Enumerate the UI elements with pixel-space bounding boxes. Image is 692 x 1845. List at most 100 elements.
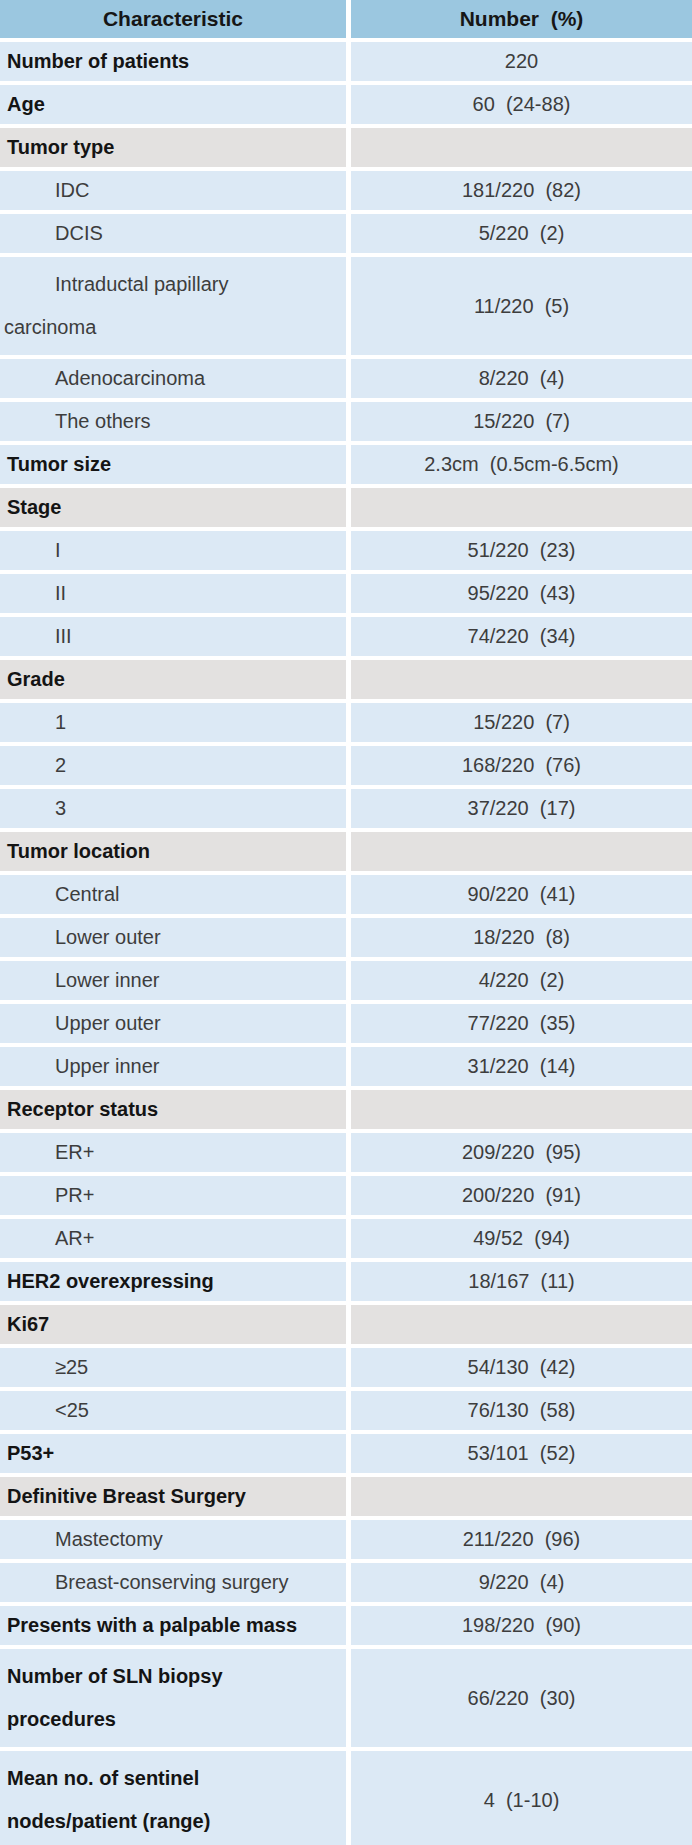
row-label: Definitive Breast Surgery bbox=[7, 1483, 340, 1509]
row-label-cell: The others bbox=[0, 402, 346, 441]
row-label-cell: Presents with a palpable mass bbox=[0, 1606, 346, 1645]
row-value-cell: 37/220 (17) bbox=[351, 789, 692, 828]
row-value-cell: 18/220 (8) bbox=[351, 918, 692, 957]
row-value: 60 (24-88) bbox=[357, 91, 686, 117]
row-value-cell: 198/220 (90) bbox=[351, 1606, 692, 1645]
row-label-cell: Lower inner bbox=[0, 961, 346, 1000]
row-value-cell: 95/220 (43) bbox=[351, 574, 692, 613]
row-value-cell: 77/220 (35) bbox=[351, 1004, 692, 1043]
row-label: Number of patients bbox=[7, 48, 340, 74]
row-value: 49/52 (94) bbox=[357, 1225, 686, 1251]
row-value-cell: 51/220 (23) bbox=[351, 531, 692, 570]
row-value: 15/220 (7) bbox=[357, 709, 686, 735]
row-label: <25 bbox=[4, 1397, 340, 1423]
row-label-cell: Adenocarcinoma bbox=[0, 359, 346, 398]
row-label: ≥25 bbox=[4, 1354, 340, 1380]
row-value-cell: 220 bbox=[351, 42, 692, 81]
row-label-cell: Upper outer bbox=[0, 1004, 346, 1043]
row-value: 168/220 (76) bbox=[357, 752, 686, 778]
row-label-cell: Upper inner bbox=[0, 1047, 346, 1086]
row-label-cell: Number of SLN biopsy procedures bbox=[0, 1649, 346, 1747]
row-label: 1 bbox=[4, 709, 340, 735]
row-value: 66/220 (30) bbox=[357, 1677, 686, 1720]
row-label-cell: Number of patients bbox=[0, 42, 346, 81]
row-value: 18/167 (11) bbox=[357, 1268, 686, 1294]
row-value-cell: 66/220 (30) bbox=[351, 1649, 692, 1747]
row-value-cell: 54/130 (42) bbox=[351, 1348, 692, 1387]
row-label: PR+ bbox=[4, 1182, 340, 1208]
section-label-cell: Ki67 bbox=[0, 1305, 346, 1344]
row-label-cell: Mean no. of sentinel nodes/patient (rang… bbox=[0, 1751, 346, 1845]
row-label: Lower outer bbox=[4, 924, 340, 950]
row-value-cell: 49/52 (94) bbox=[351, 1219, 692, 1258]
row-value-cell: 211/220 (96) bbox=[351, 1520, 692, 1559]
row-value: 198/220 (90) bbox=[357, 1612, 686, 1638]
row-label-cell: AR+ bbox=[0, 1219, 346, 1258]
row-value: 95/220 (43) bbox=[357, 580, 686, 606]
row-label-cell: Tumor size bbox=[0, 445, 346, 484]
row-value: 51/220 (23) bbox=[357, 537, 686, 563]
row-value: 2.3cm (0.5cm-6.5cm) bbox=[357, 451, 686, 477]
row-label-cell: II bbox=[0, 574, 346, 613]
row-value: 90/220 (41) bbox=[357, 881, 686, 907]
row-label: Grade bbox=[7, 666, 340, 692]
row-value-cell bbox=[351, 660, 692, 699]
row-label: 3 bbox=[4, 795, 340, 821]
row-label: The others bbox=[4, 408, 340, 434]
section-label-cell: Definitive Breast Surgery bbox=[0, 1477, 346, 1516]
row-label-cell: I bbox=[0, 531, 346, 570]
characteristics-table: Characteristic Number (%) Number of pati… bbox=[0, 0, 692, 1845]
row-value-cell bbox=[351, 1090, 692, 1129]
header-cell-number-percent: Number (%) bbox=[351, 0, 692, 38]
section-label-cell: Receptor status bbox=[0, 1090, 346, 1129]
row-value: 74/220 (34) bbox=[357, 623, 686, 649]
row-label: P53+ bbox=[7, 1440, 340, 1466]
row-label-cell: 3 bbox=[0, 789, 346, 828]
row-value-cell: 9/220 (4) bbox=[351, 1563, 692, 1602]
row-value-cell: 2.3cm (0.5cm-6.5cm) bbox=[351, 445, 692, 484]
row-value-cell: 209/220 (95) bbox=[351, 1133, 692, 1172]
section-label-cell: Stage bbox=[0, 488, 346, 527]
row-value-cell: 4/220 (2) bbox=[351, 961, 692, 1000]
row-label: Upper inner bbox=[4, 1053, 340, 1079]
row-value-cell: 15/220 (7) bbox=[351, 703, 692, 742]
row-value: 53/101 (52) bbox=[357, 1440, 686, 1466]
section-label-cell: Tumor type bbox=[0, 128, 346, 167]
row-label-cell: Lower outer bbox=[0, 918, 346, 957]
row-value-cell: 181/220 (82) bbox=[351, 171, 692, 210]
row-label: Age bbox=[7, 91, 340, 117]
row-value: 8/220 (4) bbox=[357, 365, 686, 391]
row-label: Receptor status bbox=[7, 1096, 340, 1122]
row-value: 37/220 (17) bbox=[357, 795, 686, 821]
row-label-cell: 1 bbox=[0, 703, 346, 742]
row-value: 4/220 (2) bbox=[357, 967, 686, 993]
row-label-cell: <25 bbox=[0, 1391, 346, 1430]
row-label: ER+ bbox=[4, 1139, 340, 1165]
row-label: Tumor type bbox=[7, 134, 340, 160]
row-label: II bbox=[4, 580, 340, 606]
row-value-cell bbox=[351, 128, 692, 167]
row-label-cell: Age bbox=[0, 85, 346, 124]
row-label: Mean no. of sentinel nodes/patient (rang… bbox=[7, 1757, 340, 1843]
row-value: 77/220 (35) bbox=[357, 1010, 686, 1036]
row-label: Tumor location bbox=[7, 838, 340, 864]
row-label: Tumor size bbox=[7, 451, 340, 477]
row-value-cell: 200/220 (91) bbox=[351, 1176, 692, 1215]
row-value-cell: 11/220 (5) bbox=[351, 257, 692, 355]
row-label-cell: Mastectomy bbox=[0, 1520, 346, 1559]
row-value-cell: 5/220 (2) bbox=[351, 214, 692, 253]
row-label-cell: P53+ bbox=[0, 1434, 346, 1473]
row-label-cell: PR+ bbox=[0, 1176, 346, 1215]
row-label: HER2 overexpressing bbox=[7, 1268, 340, 1294]
row-value: 181/220 (82) bbox=[357, 177, 686, 203]
row-label-cell: IDC bbox=[0, 171, 346, 210]
row-value: 200/220 (91) bbox=[357, 1182, 686, 1208]
row-label-cell: ≥25 bbox=[0, 1348, 346, 1387]
row-label: I bbox=[4, 537, 340, 563]
row-value-cell: 18/167 (11) bbox=[351, 1262, 692, 1301]
row-value-cell: 90/220 (41) bbox=[351, 875, 692, 914]
row-label: Stage bbox=[7, 494, 340, 520]
row-label: Central bbox=[4, 881, 340, 907]
row-value-cell: 8/220 (4) bbox=[351, 359, 692, 398]
row-label: DCIS bbox=[4, 220, 340, 246]
